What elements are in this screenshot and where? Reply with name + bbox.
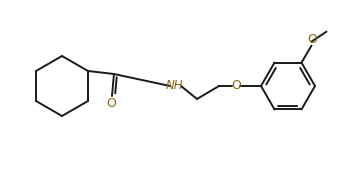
Text: O: O [106,96,116,109]
Text: NH: NH [166,79,184,91]
Text: O: O [308,33,318,46]
Text: O: O [231,79,241,91]
